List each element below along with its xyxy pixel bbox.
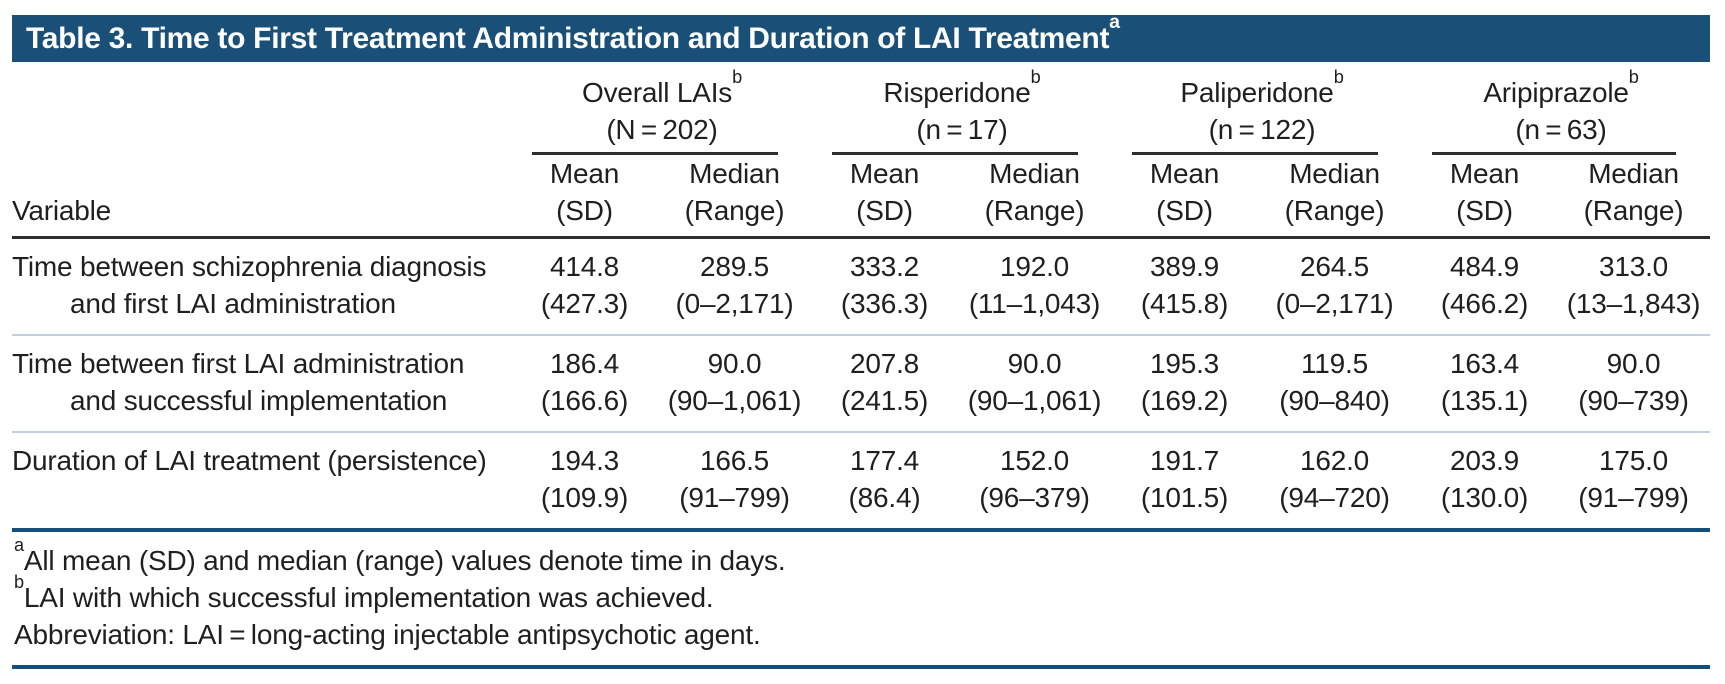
subcolumn-header-mean: Mean (SD) [812,155,957,239]
value-cell: 90.0 (90–1,061) [657,335,812,433]
group-name: Paliperidoneb [1180,67,1344,108]
column-group-risperidone: Risperidoneb (n = 17) [812,62,1112,155]
variable-cell: Time between schizophrenia diagnosis and… [12,237,512,336]
table-figure: Table 3. Time to First Treatment Adminis… [12,12,1711,669]
value-cell: 289.5 (0–2,171) [657,237,812,336]
group-sample-size: (n = 63) [1515,114,1607,145]
subcolumn-header-median: Median (Range) [1257,155,1413,239]
table-title-bar: Table 3. Time to First Treatment Adminis… [12,12,1710,62]
value-cell: 162.0 (94–720) [1257,432,1413,532]
table-title: Table 3. Time to First Treatment Adminis… [26,12,1120,56]
table-title-text: Table 3. Time to First Treatment Adminis… [26,21,1110,55]
subcolumn-header-mean: Mean (SD) [512,155,657,239]
data-table: Overall LAIsb (N = 202) Risperidoneb (n … [12,62,1711,532]
footnote-b: bLAI with which successful implementatio… [14,572,714,613]
footnote-abbreviation: Abbreviation: LAI = long-acting injectab… [14,619,761,650]
group-header-spacer [12,62,512,155]
column-group-overall: Overall LAIsb (N = 202) [512,62,812,155]
group-sample-size: (n = 122) [1208,114,1316,145]
value-cell: 119.5 (90–840) [1257,335,1413,433]
variable-cell: Time between first LAI administration an… [12,335,512,433]
subcolumn-header-row: Variable Mean (SD) Median (Range) Mean (… [12,155,1711,239]
variable-column-header: Variable [12,155,512,239]
value-cell: 313.0 (13–1,843) [1557,237,1711,336]
subcolumn-header-median: Median (Range) [1557,155,1711,239]
value-cell: 207.8 (241.5) [812,335,957,433]
group-underline-rule [532,152,778,155]
column-group-aripiprazole: Aripiprazoleb (n = 63) [1412,62,1710,155]
value-cell: 166.5 (91–799) [657,432,812,532]
value-cell: 333.2 (336.3) [812,237,957,336]
footnote-marker: a [14,535,24,556]
value-cell: 163.4 (135.1) [1412,335,1558,433]
value-cell: 191.7 (101.5) [1112,432,1257,532]
value-cell: 177.4 (86.4) [812,432,957,532]
value-cell: 389.9 (415.8) [1112,237,1257,336]
table-row: Duration of LAI treatment (persistence) … [12,432,1711,532]
footnote-a: aAll mean (SD) and median (range) values… [14,535,786,576]
group-sample-size: (N = 202) [606,114,718,145]
value-cell: 414.8 (427.3) [512,237,657,336]
value-cell: 90.0 (90–1,061) [957,335,1112,433]
variable-cell: Duration of LAI treatment (persistence) [12,432,512,532]
footnote-marker: b [14,572,24,593]
value-cell: 264.5 (0–2,171) [1257,237,1413,336]
value-cell: 175.0 (91–799) [1557,432,1711,532]
subcolumn-header-mean: Mean (SD) [1112,155,1257,239]
footnotes-section: aAll mean (SD) and median (range) values… [12,532,1710,665]
value-cell: 484.9 (466.2) [1412,237,1558,336]
group-underline-rule [832,152,1078,155]
value-cell: 203.9 (130.0) [1412,432,1558,532]
group-name: Risperidoneb [883,67,1041,108]
value-cell: 186.4 (166.6) [512,335,657,433]
bottom-rule [12,665,1710,669]
group-footnote-marker: b [1628,67,1639,88]
group-underline-rule [1432,152,1677,155]
group-underline-rule [1132,152,1379,155]
value-cell: 192.0 (11–1,043) [957,237,1112,336]
group-name: Aripiprazoleb [1483,67,1639,108]
table-row: Time between schizophrenia diagnosis and… [12,237,1711,336]
value-cell: 152.0 (96–379) [957,432,1112,532]
subcolumn-header-median: Median (Range) [657,155,812,239]
group-footnote-marker: b [732,67,743,88]
value-cell: 194.3 (109.9) [512,432,657,532]
value-cell: 195.3 (169.2) [1112,335,1257,433]
column-group-header-row: Overall LAIsb (N = 202) Risperidoneb (n … [12,62,1710,155]
table-title-footnote-marker: a [1109,10,1120,33]
group-footnote-marker: b [1030,67,1041,88]
group-sample-size: (n = 17) [916,114,1008,145]
group-name: Overall LAIsb [581,67,743,108]
column-group-paliperidone: Paliperidoneb (n = 122) [1112,62,1412,155]
group-footnote-marker: b [1333,67,1344,88]
subcolumn-header-median: Median (Range) [957,155,1112,239]
subcolumn-header-mean: Mean (SD) [1412,155,1558,239]
table-row: Time between first LAI administration an… [12,335,1711,433]
value-cell: 90.0 (90–739) [1557,335,1711,433]
